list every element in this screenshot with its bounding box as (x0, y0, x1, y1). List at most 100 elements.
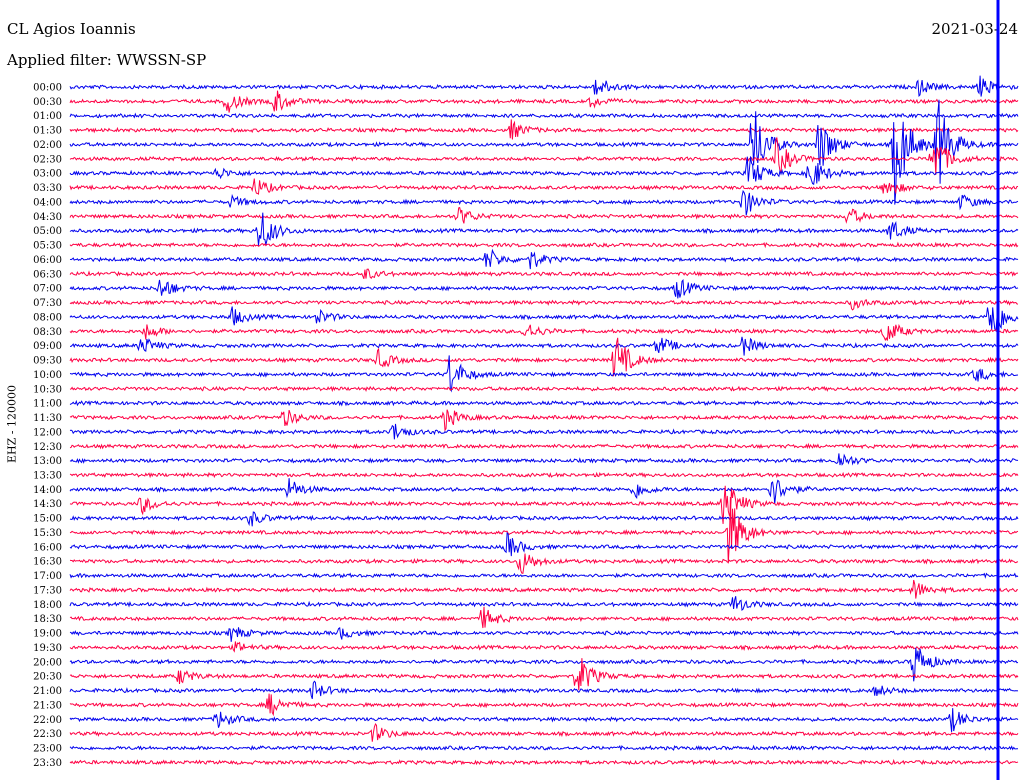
time-tick-label: 08:30 (33, 327, 62, 338)
time-tick-label: 02:00 (33, 140, 62, 151)
trace-line (69, 248, 1019, 270)
time-tick-label: 10:00 (33, 370, 62, 381)
time-tick-label: 12:30 (33, 442, 62, 453)
time-tick-label: 06:30 (33, 269, 62, 280)
time-tick-label: 08:00 (33, 312, 62, 323)
trace-line (69, 478, 1019, 504)
time-tick-label: 04:30 (33, 212, 62, 223)
time-tick-label: 12:00 (33, 427, 62, 438)
trace-line (69, 758, 1019, 766)
trace-line (70, 336, 1019, 356)
time-tick-label: 18:30 (33, 614, 62, 625)
trace-line (69, 708, 1019, 732)
trace-line (69, 136, 1019, 175)
trace-line (69, 641, 1019, 653)
trace-line (69, 189, 1019, 216)
trace-line (69, 399, 1019, 407)
trace-line (69, 722, 1019, 742)
time-tick-label: 04:00 (33, 197, 62, 208)
station-title: CL Agios Ioannis (7, 20, 136, 38)
trace-line (69, 471, 1019, 479)
time-tick-label: 23:30 (33, 758, 62, 769)
time-tick-label: 18:00 (33, 600, 62, 611)
time-tick-label: 13:30 (33, 470, 62, 481)
time-tick-label: 07:30 (33, 298, 62, 309)
time-tick-label: 09:00 (33, 341, 62, 352)
trace-line (69, 627, 1019, 642)
trace-line (69, 306, 1019, 333)
time-tick-label: 20:00 (33, 657, 62, 668)
time-tick-label: 03:30 (33, 183, 62, 194)
trace-line (69, 409, 1019, 432)
trace-line (69, 647, 1019, 682)
trace-line (69, 75, 1019, 98)
trace-line (69, 323, 1019, 342)
time-tick-label: 07:00 (33, 284, 62, 295)
time-tick-label: 17:30 (33, 585, 62, 596)
trace-line (69, 693, 1019, 717)
trace-line (69, 279, 1019, 299)
time-tick-label: 15:00 (33, 514, 62, 525)
time-tick-label: 19:00 (33, 629, 62, 640)
time-tick-label: 05:00 (33, 226, 62, 237)
filter-label: Applied filter: WWSSN-SP (7, 51, 207, 69)
time-tick-label: 23:00 (33, 744, 62, 755)
time-tick-label: 10:30 (33, 384, 62, 395)
time-tick-label: 20:30 (33, 672, 62, 683)
time-tick-label: 02:30 (33, 154, 62, 165)
trace-line (69, 680, 1019, 699)
trace-line (69, 212, 1019, 246)
time-tick-label: 16:00 (33, 542, 62, 553)
trace-line (69, 442, 1019, 450)
trace-line (69, 579, 1018, 599)
trace-line (69, 658, 1019, 691)
trace-line (69, 496, 1019, 564)
time-tick-label: 14:30 (33, 499, 62, 510)
trace-line (69, 268, 1018, 279)
trace-line (69, 119, 1019, 140)
time-tick-label: 13:00 (33, 456, 62, 467)
time-tick-label: 00:30 (33, 97, 62, 108)
time-tick-label: 22:30 (33, 729, 62, 740)
time-tick-label: 21:00 (33, 686, 62, 697)
time-tick-label: 01:00 (33, 111, 62, 122)
trace-line (69, 206, 1019, 224)
time-tick-label: 11:30 (33, 413, 62, 424)
time-tick-label: 22:00 (33, 715, 62, 726)
trace-line (69, 90, 1019, 113)
time-tick-label: 21:30 (33, 700, 62, 711)
time-tick-label: 09:30 (33, 356, 62, 367)
time-tick-label: 03:00 (33, 169, 62, 180)
trace-line (69, 112, 1019, 119)
trace-line (69, 337, 1019, 377)
trace-line (69, 178, 1019, 195)
trace-line (69, 485, 1019, 524)
time-tick-label: 00:00 (33, 83, 62, 94)
trace-line (69, 355, 1019, 393)
time-tick-label: 17:00 (33, 571, 62, 582)
trace-line (69, 453, 1019, 466)
trace-line (69, 531, 1019, 557)
trace-line (69, 596, 1019, 611)
trace-line (69, 423, 1019, 440)
time-tick-label: 15:30 (33, 528, 62, 539)
trace-line (69, 99, 1019, 205)
time-tick-label: 05:30 (33, 241, 62, 252)
time-tick-label: 01:30 (33, 126, 62, 137)
time-tick-label: 14:00 (33, 485, 62, 496)
time-tick-label: 11:00 (33, 399, 62, 410)
trace-line (69, 606, 1019, 629)
trace-line (69, 572, 1019, 579)
date-label: 2021-03-24 (931, 20, 1018, 38)
time-tick-label: 16:30 (33, 557, 62, 568)
trace-line (69, 511, 1019, 527)
trace-line (69, 385, 1019, 393)
trace-line (69, 156, 1019, 185)
trace-line (69, 241, 1019, 249)
trace-line (69, 299, 1019, 311)
trace-line (69, 553, 1019, 574)
time-tick-label: 06:00 (33, 255, 62, 266)
time-tick-label: 19:30 (33, 643, 62, 654)
trace-line (69, 744, 1018, 752)
